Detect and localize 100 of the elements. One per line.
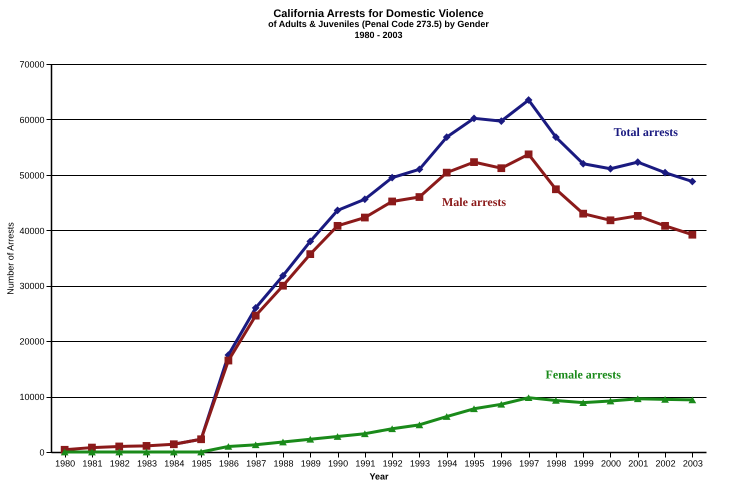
x-tick-label: 1995 <box>464 458 485 468</box>
point <box>360 195 369 204</box>
point <box>552 397 560 404</box>
point <box>306 250 314 258</box>
x-tick-label: 1989 <box>300 458 321 468</box>
x-tick-label: 1982 <box>110 458 130 468</box>
point <box>497 164 506 172</box>
point <box>115 448 124 456</box>
point <box>115 442 124 450</box>
x-tick-label: 1988 <box>273 458 294 468</box>
point <box>224 356 232 364</box>
x-tick-label: 1985 <box>192 458 212 468</box>
point <box>661 222 669 230</box>
point <box>416 165 424 174</box>
x-tick-label: 1997 <box>519 458 540 468</box>
chart-title: California Arrests for Domestic Violence <box>273 8 484 20</box>
x-tick-label: 2002 <box>656 458 676 468</box>
point <box>360 214 369 222</box>
point <box>142 442 150 450</box>
point <box>442 413 451 420</box>
x-tick-label: 1992 <box>382 458 403 468</box>
text: Total arrests <box>614 125 678 140</box>
point <box>497 400 506 408</box>
point <box>60 448 69 456</box>
point <box>524 96 532 104</box>
x-tick-label: 1996 <box>492 458 512 468</box>
x-tick-label: 1991 <box>355 458 376 468</box>
x-tick-label: 1981 <box>82 458 102 468</box>
point <box>306 436 314 443</box>
x-tick-label: 1993 <box>410 458 430 468</box>
text: of Adults & Juveniles (Penal Code 273.5) by Gender <box>268 19 489 29</box>
point <box>634 212 642 220</box>
point <box>606 398 614 404</box>
point <box>306 238 314 246</box>
y-tick-label: 40000 <box>19 226 44 236</box>
point <box>88 448 96 456</box>
point <box>634 395 642 402</box>
x-tick-label: 1998 <box>546 458 566 468</box>
point <box>416 193 424 201</box>
x-tick-label: 1980 <box>55 458 76 468</box>
x-axis-title: Year <box>369 472 389 482</box>
x-tick-label: 1990 <box>328 458 348 468</box>
y-tick-label: 60000 <box>19 114 44 125</box>
point <box>634 158 642 166</box>
point <box>470 158 478 166</box>
x-tick-label: 2003 <box>682 458 703 468</box>
x-tick-label: 1999 <box>574 458 594 468</box>
point <box>360 430 369 438</box>
text: 1980 - 2003 <box>354 30 403 40</box>
x-tick-label: 1987 <box>246 458 266 468</box>
point <box>279 438 287 446</box>
point <box>606 164 614 173</box>
point <box>552 185 560 194</box>
series-label: Female arrests <box>545 368 622 382</box>
point <box>442 133 451 142</box>
x-tick-label: 1983 <box>137 458 158 468</box>
y-tick-label: 30000 <box>19 281 44 292</box>
point <box>497 117 506 125</box>
point <box>170 448 178 456</box>
point <box>334 433 342 440</box>
point <box>661 168 669 177</box>
y-axis-title: Number of Arrests <box>5 222 16 295</box>
series-label: Male arrests <box>442 195 506 210</box>
y-tick-label: 70000 <box>19 60 44 70</box>
point <box>688 396 696 404</box>
point <box>197 448 205 456</box>
point <box>470 114 478 122</box>
x-tick-label: 2000 <box>600 458 621 468</box>
x-tick-label: 1986 <box>218 458 239 468</box>
point <box>416 421 424 428</box>
point <box>524 150 532 158</box>
point <box>388 425 396 432</box>
point <box>388 174 396 182</box>
point <box>334 222 342 230</box>
point <box>252 312 260 320</box>
point <box>279 282 287 290</box>
point <box>688 230 696 239</box>
point <box>279 272 287 280</box>
y-tick-label: 20000 <box>19 336 44 347</box>
y-tick-label: 10000 <box>19 392 44 402</box>
point <box>524 394 532 402</box>
y-tick-label: 0 <box>39 448 44 458</box>
point <box>388 198 396 206</box>
point <box>606 216 614 224</box>
point <box>224 443 232 450</box>
point <box>334 206 342 214</box>
point <box>442 168 451 177</box>
x-tick-label: 2001 <box>628 458 648 468</box>
point <box>579 160 588 168</box>
point <box>579 399 588 406</box>
point <box>688 178 696 186</box>
point <box>661 396 669 403</box>
point <box>470 405 478 412</box>
point <box>552 133 560 142</box>
point <box>579 210 588 218</box>
point <box>142 448 150 456</box>
point <box>252 441 260 448</box>
x-tick-label: 1994 <box>437 458 458 468</box>
y-tick-label: 50000 <box>19 170 44 180</box>
point <box>252 304 260 312</box>
